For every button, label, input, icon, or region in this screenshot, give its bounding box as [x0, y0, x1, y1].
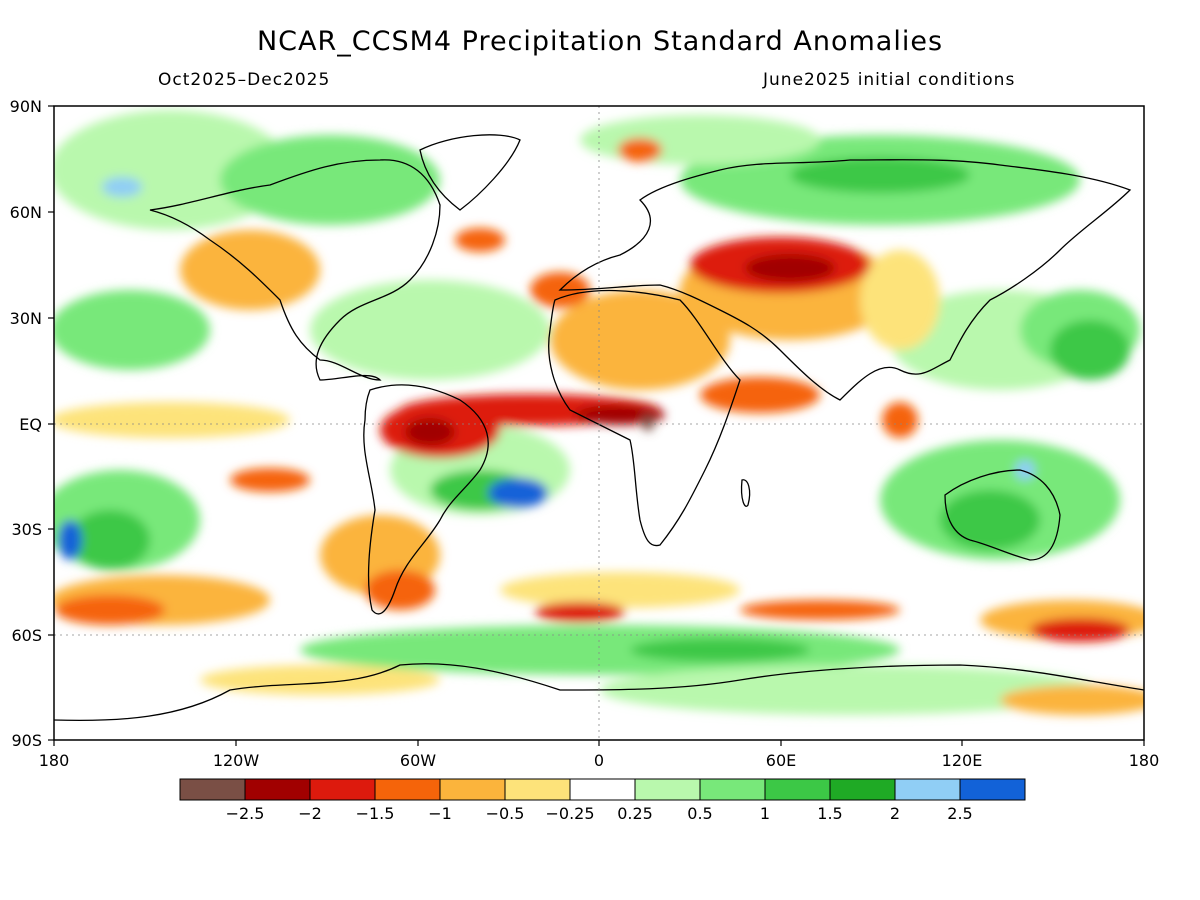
lon-label: 120W: [213, 751, 260, 770]
lat-label: 30S: [11, 520, 42, 539]
tick-marks: [48, 105, 1145, 746]
colorbar-swatch: [764, 778, 831, 801]
lat-label: 30N: [10, 309, 42, 328]
colorbar-label: −1.5: [356, 804, 395, 823]
colorbar-label: 2: [890, 804, 900, 823]
colorbar-swatch: [244, 778, 311, 801]
colorbar-swatch: [179, 778, 246, 801]
colorbar-swatch: [894, 778, 961, 801]
colorbar-label: −1: [428, 804, 452, 823]
colorbar-label: 1.5: [817, 804, 842, 823]
lon-label: 180: [1129, 751, 1160, 770]
lat-label: EQ: [19, 415, 42, 434]
colorbar-swatch: [309, 778, 376, 801]
lat-label: 90S: [11, 731, 42, 750]
colorbar-swatch: [569, 778, 636, 801]
lat-label: 60N: [10, 203, 42, 222]
lon-label: 180: [39, 751, 70, 770]
reference-lines: [54, 106, 1144, 740]
colorbar-swatch: [504, 778, 571, 801]
lat-label: 60S: [11, 626, 42, 645]
colorbar-label: −2.5: [226, 804, 265, 823]
colorbar-swatch: [699, 778, 766, 801]
coastlines: [54, 134, 1144, 722]
colorbar-label: 0.5: [687, 804, 712, 823]
colorbar-swatch: [959, 778, 1026, 801]
colorbar-label: −2: [298, 804, 322, 823]
colorbar-label: 1: [760, 804, 770, 823]
colorbar-label: −0.25: [545, 804, 594, 823]
colorbar: −2.5 −2 −1.5 −1 −0.5 −0.25 0.25 0.5 1 1.5 2 2.5: [179, 778, 1026, 823]
longitude-labels: 180 120W 60W 0 60E 120E 180: [39, 751, 1160, 770]
colorbar-label: 0.25: [617, 804, 653, 823]
map-title: NCAR_CCSM4 Precipitation Standard Anomal…: [256, 26, 944, 57]
colorbar-swatch: [374, 778, 441, 801]
colorbar-swatch: [439, 778, 506, 801]
colorbar-label: −0.5: [486, 804, 525, 823]
colorbar-swatch: [634, 778, 701, 801]
colorbar-swatch: [829, 778, 896, 801]
latitude-labels: 90N 60N 30N EQ 30S 60S 90S: [10, 97, 42, 750]
lon-label: 120E: [942, 751, 983, 770]
initial-conditions: June2025 initial conditions: [763, 70, 1016, 90]
anomaly-field: [54, 106, 1144, 740]
lon-label: 60W: [400, 751, 436, 770]
colorbar-label: 2.5: [947, 804, 972, 823]
lon-label: 60E: [766, 751, 796, 770]
lon-label: 0: [594, 751, 604, 770]
lat-label: 90N: [10, 97, 42, 116]
forecast-period: Oct2025–Dec2025: [158, 70, 331, 90]
